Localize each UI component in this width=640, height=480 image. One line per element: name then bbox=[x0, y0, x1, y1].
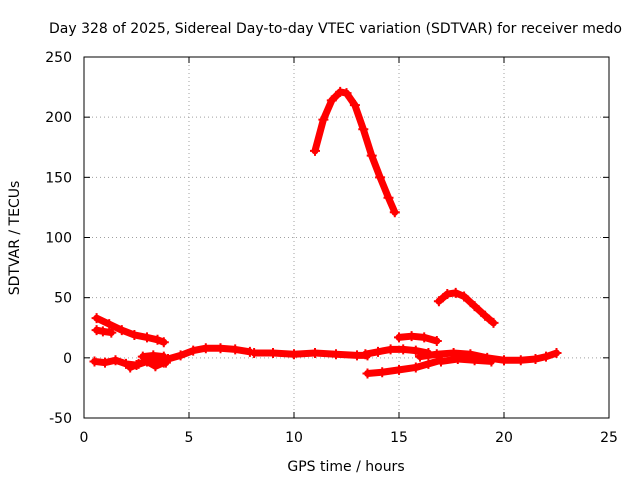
data-point bbox=[389, 207, 400, 218]
data-point bbox=[148, 350, 159, 361]
chart-title: Day 328 of 2025, Sidereal Day-to-day VTE… bbox=[49, 21, 622, 37]
series-line-arc-12 bbox=[395, 332, 441, 345]
data-point bbox=[89, 356, 100, 367]
x-tick-label: 0 bbox=[80, 430, 89, 446]
y-tick-label: 50 bbox=[54, 291, 72, 307]
data-point bbox=[431, 335, 442, 346]
data-point bbox=[341, 88, 352, 99]
data-point bbox=[349, 100, 360, 111]
data-point bbox=[249, 348, 260, 359]
data-point bbox=[375, 172, 386, 183]
series-line-arc-14 bbox=[437, 355, 495, 365]
axis-ticks: 0 5 10 15 20 25 -50 0 50 100 150 200 250 bbox=[45, 50, 618, 446]
data-point bbox=[452, 354, 463, 365]
data-point bbox=[415, 351, 425, 362]
data-point bbox=[268, 348, 278, 359]
data-point bbox=[152, 334, 163, 345]
data-point bbox=[360, 349, 371, 360]
data-point bbox=[100, 357, 110, 368]
x-tick-label: 20 bbox=[495, 430, 513, 446]
data-point bbox=[419, 332, 430, 343]
data-points bbox=[89, 86, 562, 379]
data-point bbox=[352, 350, 362, 361]
data-point bbox=[499, 355, 509, 366]
data-point bbox=[486, 356, 497, 367]
data-point bbox=[163, 354, 173, 365]
data-point bbox=[377, 367, 388, 378]
x-axis-label: GPS time / hours bbox=[287, 459, 404, 475]
data-point bbox=[398, 344, 409, 355]
data-point bbox=[310, 348, 320, 359]
data-point bbox=[106, 327, 117, 338]
data-point bbox=[436, 356, 446, 367]
data-point bbox=[158, 337, 169, 348]
data-point bbox=[116, 325, 127, 336]
data-point bbox=[362, 368, 373, 379]
data-point bbox=[331, 349, 341, 360]
data-point bbox=[433, 296, 444, 307]
y-tick-label: 250 bbox=[45, 50, 72, 66]
data-point bbox=[541, 351, 551, 362]
data-point bbox=[188, 345, 199, 356]
x-tick-label: 10 bbox=[285, 430, 303, 446]
data-point bbox=[551, 348, 562, 359]
data-point bbox=[394, 332, 404, 343]
y-tick-label: -50 bbox=[49, 411, 72, 427]
data-point bbox=[142, 332, 152, 343]
data-point bbox=[289, 349, 299, 360]
data-point bbox=[394, 364, 404, 375]
data-point bbox=[318, 114, 329, 125]
data-point bbox=[515, 355, 526, 366]
data-point bbox=[410, 362, 421, 373]
data-point bbox=[488, 317, 499, 328]
data-point bbox=[175, 350, 186, 361]
y-axis-label: SDTVAR / TECUs bbox=[7, 181, 23, 296]
data-point bbox=[335, 86, 346, 97]
data-point bbox=[410, 345, 421, 356]
data-point bbox=[97, 326, 108, 337]
data-point bbox=[91, 313, 102, 324]
data-point bbox=[137, 351, 148, 362]
data-point bbox=[406, 331, 417, 342]
data-point bbox=[91, 325, 102, 336]
y-tick-label: 200 bbox=[45, 110, 72, 126]
data-point bbox=[310, 145, 320, 156]
data-point bbox=[200, 343, 211, 354]
data-point bbox=[133, 358, 144, 369]
series-line-arc-13 bbox=[416, 349, 560, 364]
data-point bbox=[383, 192, 394, 203]
data-point bbox=[423, 358, 434, 369]
y-tick-label: 100 bbox=[45, 231, 72, 247]
data-point bbox=[125, 362, 136, 373]
y-tick-label: 0 bbox=[63, 351, 72, 367]
data-point bbox=[450, 287, 461, 298]
data-point bbox=[326, 95, 337, 106]
data-point bbox=[104, 319, 115, 330]
data-point bbox=[215, 343, 226, 354]
data-point bbox=[366, 150, 377, 161]
data-point bbox=[373, 346, 383, 357]
data-point bbox=[358, 124, 369, 135]
data-point bbox=[442, 289, 453, 300]
data-point bbox=[469, 355, 480, 366]
x-tick-label: 15 bbox=[390, 430, 408, 446]
data-point bbox=[150, 361, 161, 372]
data-point bbox=[230, 344, 241, 355]
data-point bbox=[129, 329, 140, 340]
data-point bbox=[385, 344, 396, 355]
x-tick-label: 5 bbox=[185, 430, 194, 446]
data-point bbox=[480, 310, 491, 321]
data-point bbox=[110, 355, 121, 366]
data-point bbox=[469, 301, 480, 312]
x-tick-label: 25 bbox=[600, 430, 618, 446]
data-point bbox=[530, 354, 541, 365]
data-point bbox=[431, 349, 442, 360]
y-tick-label: 150 bbox=[45, 170, 72, 186]
data-point bbox=[459, 291, 470, 302]
